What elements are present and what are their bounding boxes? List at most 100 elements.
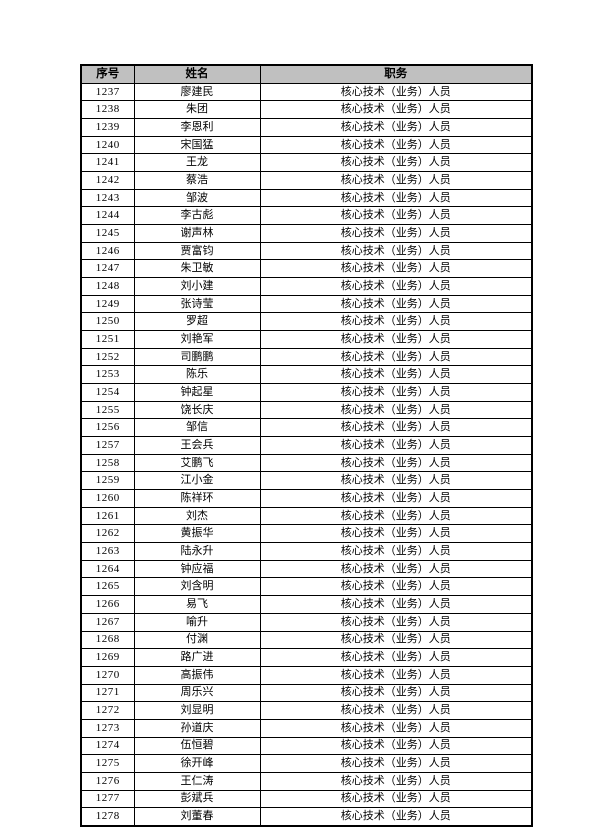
column-header-no: 序号 [80, 64, 135, 84]
cell-no: 1258 [80, 453, 135, 473]
table-row: 1266 易飞 核心技术（业务）人员 [80, 595, 533, 614]
cell-name: 孙道庆 [133, 718, 261, 738]
table-row: 1261 刘杰 核心技术（业务）人员 [80, 506, 533, 526]
cell-name: 陈祥环 [133, 489, 261, 508]
cell-no: 1275 [80, 754, 135, 773]
cell-name: 饶长庆 [133, 400, 261, 420]
cell-name: 邹信 [133, 418, 261, 438]
cell-name: 钟起星 [133, 383, 261, 402]
cell-no: 1265 [80, 577, 135, 597]
cell-no: 1247 [80, 259, 135, 279]
cell-position: 核心技术（业务）人员 [259, 771, 533, 791]
cell-position: 核心技术（业务）人员 [259, 383, 533, 402]
cell-name: 司鹏鹏 [133, 347, 261, 367]
cell-no: 1243 [80, 188, 135, 208]
cell-name: 付渊 [133, 630, 261, 650]
table-row: 1274 伍恒碧 核心技术（业务）人员 [80, 736, 533, 756]
table-row: 1273 孙道庆 核心技术（业务）人员 [80, 718, 533, 738]
table-row: 1278 刘董春 核心技术（业务）人员 [80, 807, 533, 827]
cell-no: 1248 [80, 277, 135, 296]
cell-no: 1238 [80, 100, 135, 120]
cell-name: 伍恒碧 [133, 736, 261, 756]
cell-position: 核心技术（业务）人员 [259, 665, 533, 685]
cell-no: 1276 [80, 771, 135, 791]
cell-no: 1274 [80, 736, 135, 756]
cell-no: 1253 [80, 365, 135, 385]
cell-name: 罗超 [133, 312, 261, 332]
cell-position: 核心技术（业务）人员 [259, 259, 533, 279]
cell-name: 喻升 [133, 612, 261, 632]
cell-position: 核心技术（业务）人员 [259, 789, 533, 809]
cell-no: 1268 [80, 630, 135, 650]
cell-position: 核心技术（业务）人员 [259, 135, 533, 155]
table-row: 1246 贾富钧 核心技术（业务）人员 [80, 241, 533, 261]
column-header-name: 姓名 [133, 64, 261, 84]
cell-no: 1267 [80, 612, 135, 632]
cell-name: 王仁涛 [133, 771, 261, 791]
cell-no: 1239 [80, 118, 135, 137]
cell-name: 朱团 [133, 100, 261, 120]
cell-position: 核心技术（业务）人员 [259, 506, 533, 526]
cell-position: 核心技术（业务）人员 [259, 736, 533, 756]
table-row: 1252 司鹏鹏 核心技术（业务）人员 [80, 347, 533, 367]
table-row: 1248 刘小建 核心技术（业务）人员 [80, 277, 533, 296]
cell-name: 邹波 [133, 188, 261, 208]
cell-name: 徐开峰 [133, 754, 261, 773]
cell-no: 1270 [80, 665, 135, 685]
table-row: 1244 李古彪 核心技术（业务）人员 [80, 206, 533, 226]
table-row: 1265 刘含明 核心技术（业务）人员 [80, 577, 533, 597]
cell-no: 1249 [80, 294, 135, 314]
table-row: 1277 彭斌兵 核心技术（业务）人员 [80, 789, 533, 809]
table-row: 1275 徐开峰 核心技术（业务）人员 [80, 754, 533, 773]
table-row: 1270 高振伟 核心技术（业务）人员 [80, 665, 533, 685]
cell-position: 核心技术（业务）人员 [259, 453, 533, 473]
cell-no: 1244 [80, 206, 135, 226]
cell-no: 1269 [80, 648, 135, 667]
cell-name: 黄振华 [133, 524, 261, 544]
column-header-position: 职务 [259, 64, 533, 84]
cell-name: 蔡浩 [133, 171, 261, 190]
cell-position: 核心技术（业务）人员 [259, 471, 533, 491]
table-row: 1250 罗超 核心技术（业务）人员 [80, 312, 533, 332]
personnel-table: 序号 姓名 职务 1237 廖建民 核心技术（业务）人员 1238 朱团 核心技术（业务）… [80, 64, 533, 827]
table-row: 1256 邹信 核心技术（业务）人员 [80, 418, 533, 438]
cell-name: 陆永升 [133, 542, 261, 561]
table-row: 1238 朱团 核心技术（业务）人员 [80, 100, 533, 120]
table-row: 1242 蔡浩 核心技术（业务）人员 [80, 171, 533, 190]
table-row: 1254 钟起星 核心技术（业务）人员 [80, 383, 533, 402]
cell-position: 核心技术（业务）人员 [259, 347, 533, 367]
cell-position: 核心技术（业务）人员 [259, 312, 533, 332]
table-row: 1268 付渊 核心技术（业务）人员 [80, 630, 533, 650]
cell-no: 1273 [80, 718, 135, 738]
table-row: 1258 艾鹏飞 核心技术（业务）人员 [80, 453, 533, 473]
cell-position: 核心技术（业务）人员 [259, 612, 533, 632]
cell-no: 1240 [80, 135, 135, 155]
cell-name: 周乐兴 [133, 683, 261, 703]
table-row: 1245 谢声林 核心技术（业务）人员 [80, 224, 533, 243]
table-body: 1237 廖建民 核心技术（业务）人员 1238 朱团 核心技术（业务）人员 1239 李恩利… [80, 82, 533, 827]
cell-no: 1237 [80, 82, 135, 102]
cell-name: 刘艳军 [133, 330, 261, 349]
cell-name: 谢声林 [133, 224, 261, 243]
table-row: 1255 饶长庆 核心技术（业务）人员 [80, 400, 533, 420]
table-row: 1253 陈乐 核心技术（业务）人员 [80, 365, 533, 385]
table-row: 1237 廖建民 核心技术（业务）人员 [80, 82, 533, 102]
cell-position: 核心技术（业务）人员 [259, 171, 533, 190]
cell-position: 核心技术（业务）人员 [259, 683, 533, 703]
table-row: 1247 朱卫敏 核心技术（业务）人员 [80, 259, 533, 279]
cell-no: 1246 [80, 241, 135, 261]
cell-position: 核心技术（业务）人员 [259, 118, 533, 137]
cell-no: 1254 [80, 383, 135, 402]
cell-no: 1251 [80, 330, 135, 349]
cell-position: 核心技术（业务）人员 [259, 436, 533, 455]
cell-position: 核心技术（业务）人员 [259, 241, 533, 261]
cell-no: 1278 [80, 807, 135, 827]
cell-no: 1262 [80, 524, 135, 544]
cell-no: 1252 [80, 347, 135, 367]
cell-name: 刘小建 [133, 277, 261, 296]
cell-position: 核心技术（业务）人员 [259, 418, 533, 438]
table-row: 1251 刘艳军 核心技术（业务）人员 [80, 330, 533, 349]
cell-name: 贾富钧 [133, 241, 261, 261]
cell-position: 核心技术（业务）人员 [259, 294, 533, 314]
cell-position: 核心技术（业务）人员 [259, 524, 533, 544]
